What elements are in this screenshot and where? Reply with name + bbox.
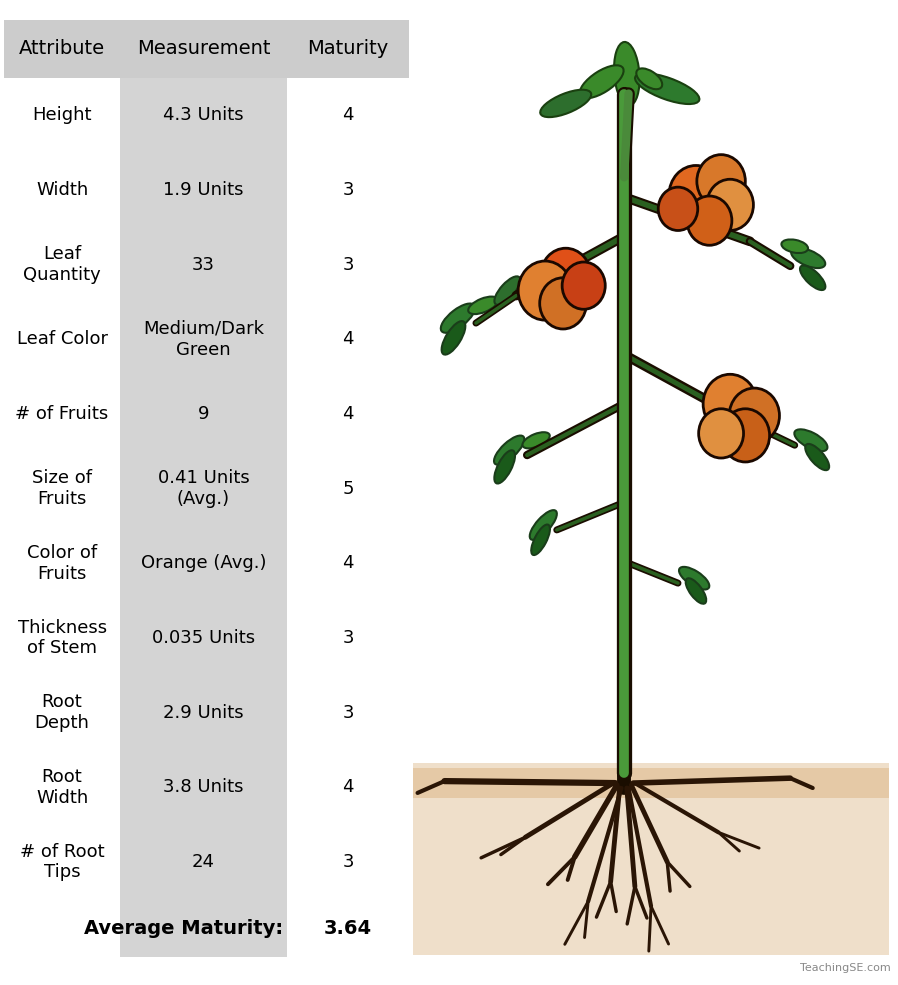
Text: 4: 4 — [342, 106, 354, 124]
Ellipse shape — [495, 277, 520, 304]
Bar — [119, 451, 287, 526]
Text: Size of
Fruits: Size of Fruits — [32, 469, 92, 508]
Text: # of Root
Tips: # of Root Tips — [20, 842, 104, 882]
Text: Leaf
Quantity: Leaf Quantity — [23, 245, 101, 284]
Text: Color of
Fruits: Color of Fruits — [27, 544, 97, 583]
Bar — [4, 20, 409, 78]
Ellipse shape — [791, 248, 825, 268]
Bar — [119, 78, 287, 153]
Ellipse shape — [494, 450, 515, 484]
Circle shape — [697, 155, 745, 208]
Text: 24: 24 — [192, 853, 215, 871]
Text: 3: 3 — [342, 181, 354, 199]
Circle shape — [721, 409, 770, 462]
Ellipse shape — [686, 578, 706, 604]
Text: Width: Width — [36, 181, 88, 199]
Text: Leaf Color: Leaf Color — [16, 330, 108, 349]
Bar — [119, 601, 287, 676]
Text: Attribute: Attribute — [19, 39, 105, 58]
Text: TeachingSE.com: TeachingSE.com — [800, 963, 891, 973]
Bar — [119, 899, 287, 957]
Circle shape — [687, 196, 732, 245]
Text: 5: 5 — [342, 480, 354, 497]
Ellipse shape — [523, 432, 550, 448]
Ellipse shape — [580, 65, 623, 98]
Text: Thickness
of Stem: Thickness of Stem — [18, 619, 107, 657]
Ellipse shape — [635, 73, 700, 104]
Text: Root
Depth: Root Depth — [35, 693, 90, 732]
Text: 0.41 Units
(Avg.): 0.41 Units (Avg.) — [158, 469, 250, 508]
Text: 3: 3 — [342, 853, 354, 871]
Bar — [119, 526, 287, 601]
Text: 4: 4 — [342, 330, 354, 349]
Text: Height: Height — [32, 106, 92, 124]
Ellipse shape — [800, 266, 825, 290]
Text: 2.9 Units: 2.9 Units — [163, 703, 244, 722]
Ellipse shape — [806, 444, 829, 470]
Text: 1.9 Units: 1.9 Units — [163, 181, 243, 199]
Circle shape — [541, 248, 591, 303]
Ellipse shape — [530, 510, 557, 540]
Ellipse shape — [494, 435, 524, 465]
Text: Maturity: Maturity — [307, 39, 389, 58]
Text: 4: 4 — [342, 405, 354, 423]
Bar — [119, 824, 287, 899]
Bar — [119, 676, 287, 750]
Text: Orange (Avg.): Orange (Avg.) — [141, 555, 267, 572]
Ellipse shape — [541, 90, 591, 117]
Text: 4.3 Units: 4.3 Units — [163, 106, 244, 124]
Text: Medium/Dark
Green: Medium/Dark Green — [143, 320, 264, 359]
Bar — [119, 153, 287, 228]
Ellipse shape — [637, 68, 662, 90]
Text: 3.64: 3.64 — [324, 919, 372, 938]
Text: 4: 4 — [342, 778, 354, 796]
Bar — [119, 228, 287, 301]
Bar — [119, 376, 287, 451]
Text: Root
Width: Root Width — [36, 768, 88, 807]
Ellipse shape — [679, 566, 709, 590]
Circle shape — [699, 409, 744, 458]
Circle shape — [707, 179, 753, 230]
Ellipse shape — [468, 296, 498, 314]
Circle shape — [669, 165, 723, 225]
Circle shape — [562, 262, 605, 309]
Ellipse shape — [532, 524, 550, 556]
Text: 33: 33 — [192, 255, 215, 274]
Text: Measurement: Measurement — [136, 39, 270, 58]
Text: 0.035 Units: 0.035 Units — [152, 628, 255, 647]
Text: 9: 9 — [198, 405, 209, 423]
Circle shape — [703, 374, 757, 433]
Text: 3: 3 — [342, 628, 354, 647]
Text: # of Fruits: # of Fruits — [15, 405, 109, 423]
Ellipse shape — [442, 321, 465, 355]
FancyBboxPatch shape — [413, 763, 889, 955]
Circle shape — [518, 261, 572, 320]
Ellipse shape — [441, 303, 475, 333]
Text: Average Maturity:: Average Maturity: — [84, 919, 283, 938]
FancyBboxPatch shape — [413, 768, 889, 798]
Text: 3: 3 — [342, 255, 354, 274]
Bar — [119, 301, 287, 376]
Circle shape — [658, 187, 698, 230]
Ellipse shape — [614, 42, 639, 105]
Ellipse shape — [795, 429, 827, 451]
Text: 3: 3 — [342, 703, 354, 722]
Ellipse shape — [740, 434, 769, 448]
Text: 4: 4 — [342, 555, 354, 572]
Bar — [119, 750, 287, 824]
Text: 3.8 Units: 3.8 Units — [163, 778, 243, 796]
Circle shape — [729, 388, 779, 443]
Ellipse shape — [781, 239, 808, 253]
Circle shape — [540, 278, 586, 329]
